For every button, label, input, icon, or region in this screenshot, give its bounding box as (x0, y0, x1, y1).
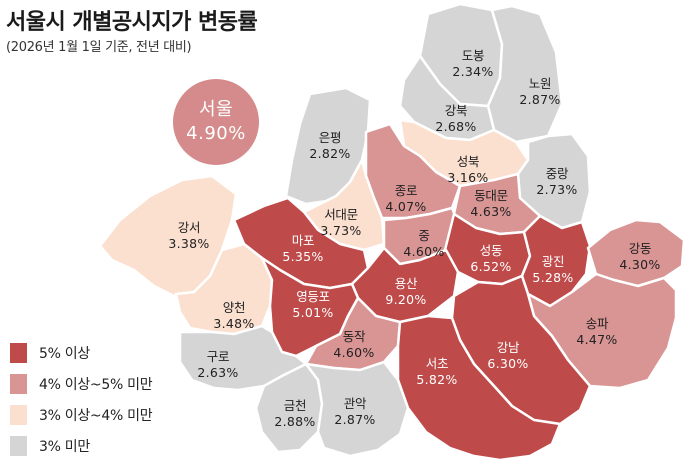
district-value: 2.87% (519, 92, 561, 107)
district-value: 2.87% (334, 412, 376, 427)
district-label-2: 강북 2.68% (435, 103, 476, 135)
legend-item-base: 3% 미만 (10, 434, 152, 458)
district-area-1 (486, 4, 564, 144)
seoul-total-bubble: 서울 4.90% (173, 79, 259, 165)
district-label-1: 노원 2.87% (519, 76, 560, 108)
district-label-20: 강남 6.30% (487, 340, 528, 372)
district-label-18: 송파 4.47% (576, 316, 617, 348)
district-label-10: 마포 5.35% (282, 233, 323, 265)
district-area-24 (304, 360, 410, 458)
district-name: 양천 (222, 300, 246, 315)
legend-item-mid: 4% 이상~5% 미만 (10, 372, 153, 396)
district-name: 중랑 (545, 166, 569, 181)
district-label-9: 강서 3.38% (168, 220, 209, 252)
district-label-19: 동작 4.60% (333, 329, 374, 361)
legend-label-mid: 4% 이상~5% 미만 (39, 377, 153, 393)
legend-item-high: 5% 이상 (10, 341, 152, 365)
district-area-13 (520, 214, 592, 308)
district-value: 3.16% (447, 170, 489, 185)
district-name: 도봉 (461, 48, 485, 63)
seoul-total-name: 서울 (198, 99, 234, 120)
district-label-24: 관악 2.87% (334, 396, 375, 428)
legend-label-high: 5% 이상 (39, 346, 90, 362)
district-name: 노원 (528, 76, 552, 91)
district-name: 서초 (425, 356, 449, 371)
legend-swatch-base (10, 436, 27, 456)
legend-label-base: 3% 미만 (39, 439, 90, 455)
district-label-23: 금천 2.88% (274, 398, 315, 430)
district-name: 구로 (206, 349, 230, 364)
district-name: 동작 (342, 329, 366, 344)
district-value: 4.63% (470, 204, 512, 219)
district-name: 종로 (394, 183, 418, 198)
district-value: 4.30% (619, 257, 661, 272)
district-value: 5.35% (282, 249, 324, 264)
district-value: 2.73% (536, 182, 578, 197)
district-name: 송파 (585, 316, 609, 331)
map-subtitle: (2026년 1월 1일 기준, 전년 대비) (6, 40, 192, 55)
legend-label-low: 3% 이상~4% 미만 (39, 408, 153, 424)
district-value: 4.60% (333, 345, 375, 360)
district-label-21: 구로 2.63% (197, 349, 238, 381)
legend-swatch-low (10, 405, 27, 425)
district-label-0: 도봉 2.34% (452, 48, 493, 80)
district-value: 3.73% (320, 223, 362, 238)
legend-item-low: 3% 이상~4% 미만 (10, 403, 153, 427)
district-name: 강서 (177, 220, 201, 235)
legend-swatch-mid (10, 374, 27, 394)
district-name: 강남 (496, 340, 520, 355)
district-name: 동대문 (474, 188, 508, 203)
legend: 5% 이상 4% 이상~5% 미만 3% 이상~4% 미만 3% 미만 (10, 341, 153, 465)
district-label-16: 양천 3.48% (213, 300, 254, 332)
district-value: 3.48% (213, 316, 255, 331)
district-name: 중 (418, 228, 430, 243)
district-name: 영등포 (296, 289, 330, 304)
district-value: 2.88% (274, 414, 316, 429)
district-value: 9.20% (385, 292, 427, 307)
district-value: 3.38% (168, 236, 210, 251)
district-value: 4.47% (576, 332, 618, 347)
district-name: 관악 (343, 396, 367, 411)
district-name: 용산 (394, 276, 418, 291)
district-value: 2.63% (197, 365, 239, 380)
district-value: 5.82% (416, 372, 458, 387)
district-value: 2.34% (452, 64, 494, 79)
district-value: 6.52% (470, 259, 512, 274)
district-name: 성동 (479, 243, 503, 258)
district-name: 서대문 (324, 207, 358, 222)
seoul-total-value: 4.90% (186, 123, 246, 144)
district-name: 강북 (444, 103, 468, 118)
district-label-4: 성북 3.16% (447, 154, 488, 186)
district-value: 5.28% (532, 270, 574, 285)
district-name: 은평 (318, 130, 342, 145)
district-name: 금천 (283, 398, 307, 413)
district-label-13: 광진 5.28% (532, 254, 573, 286)
district-label-17: 영등포 5.01% (292, 289, 333, 321)
map-title: 서울시 개별공시지가 변동률 (6, 10, 258, 35)
district-label-22: 서초 5.82% (416, 356, 457, 388)
district-name: 광진 (541, 254, 565, 269)
district-value: 2.82% (309, 146, 351, 161)
district-value: 4.07% (385, 199, 427, 214)
district-name: 강동 (628, 241, 652, 256)
district-label-6: 종로 4.07% (385, 183, 426, 215)
district-name: 성북 (456, 154, 480, 169)
district-label-12: 성동 6.52% (470, 243, 511, 275)
district-label-8: 서대문 3.73% (320, 207, 361, 239)
district-label-14: 강동 4.30% (619, 241, 660, 273)
district-label-7: 동대문 4.63% (470, 188, 511, 220)
district-label-3: 은평 2.82% (309, 130, 350, 162)
district-label-5: 중랑 2.73% (536, 166, 577, 198)
district-value: 6.30% (487, 356, 529, 371)
district-value: 2.68% (435, 119, 477, 134)
district-name: 마포 (291, 233, 315, 248)
district-label-15: 용산 9.20% (385, 276, 426, 308)
district-value: 4.60% (403, 244, 445, 259)
district-value: 5.01% (292, 305, 334, 320)
district-label-11: 중 4.60% (403, 228, 444, 260)
legend-swatch-high (10, 343, 27, 363)
